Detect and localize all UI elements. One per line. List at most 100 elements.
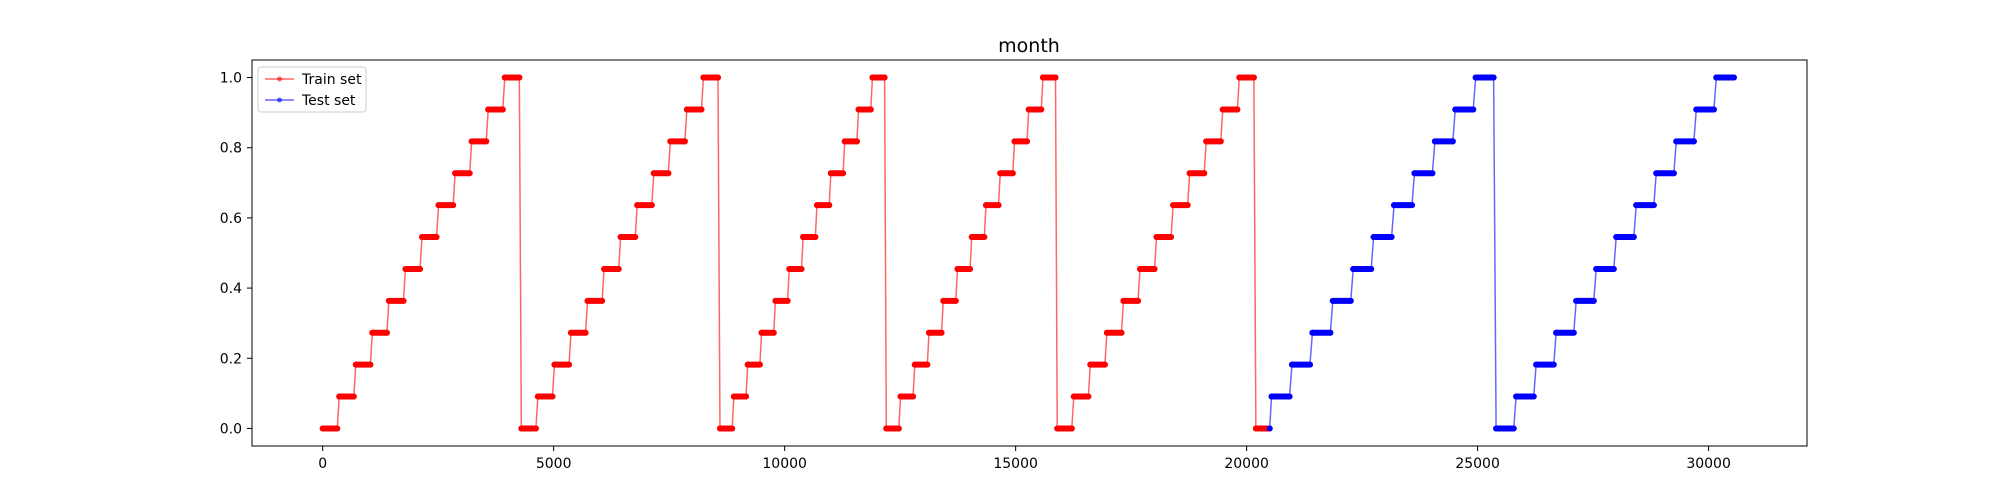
y-tick-label: 0.4 [220,281,242,297]
y-axis: 0.0 0.2 0.4 0.6 0.8 1.0 [220,71,252,437]
data-point [1219,106,1226,113]
data-point [1673,138,1680,145]
data-point [336,393,343,400]
y-tick-label: 0.8 [220,141,242,157]
data-point [1610,265,1617,272]
data-point [812,234,819,241]
data-point [1630,234,1637,241]
data-point [367,361,374,368]
data-point [700,74,707,81]
data-point [599,297,606,304]
data-point [1570,329,1577,336]
series-train-set [319,74,1273,432]
x-tick-label: 30000 [1686,456,1731,472]
data-point [1085,393,1092,400]
data-point [1268,393,1275,400]
data-point [1250,74,1257,81]
data-point [650,170,657,177]
data-point [1024,138,1031,145]
data-point [800,234,807,241]
data-point [632,234,639,241]
data-point [1054,425,1061,432]
chart-title: month [998,35,1060,57]
data-point [1533,361,1540,368]
data-point [853,138,860,145]
data-point [319,425,326,432]
data-point [549,393,556,400]
data-point [1370,234,1377,241]
data-point [433,234,440,241]
data-point [334,425,341,432]
data-point [1236,74,1243,81]
data-point [840,170,847,177]
x-tick-label: 20000 [1224,456,1269,472]
data-point [1327,329,1334,336]
data-point [1472,74,1479,81]
data-point [743,393,750,400]
data-point [1286,393,1293,400]
data-point [827,170,834,177]
data-point [895,425,902,432]
data-point [1411,170,1418,177]
data-point [1103,329,1110,336]
data-point [667,138,674,145]
x-tick-label: 0 [318,456,327,472]
data-point [1633,202,1640,209]
data-point [1590,297,1597,304]
legend-marker-train [277,76,282,82]
data-point [567,329,574,336]
data-point [1039,74,1046,81]
data-point [926,329,933,336]
data-point [584,297,591,304]
data-point [1170,202,1177,209]
data-point [617,234,624,241]
data-point [981,234,988,241]
data-point [1118,329,1125,336]
data-point [1431,138,1438,145]
data-point [566,361,573,368]
data-point [518,425,525,432]
data-point [582,329,589,336]
data-point [466,170,473,177]
data-point [1266,425,1273,432]
data-point [501,74,508,81]
data-point [1368,265,1375,272]
data-point [1186,170,1193,177]
data-point [729,425,736,432]
data-point [1201,170,1208,177]
data-point [485,106,492,113]
x-tick-label: 5000 [536,456,572,472]
data-point [867,106,874,113]
data-point [1350,265,1357,272]
data-point [1713,74,1720,81]
data-point [1153,234,1160,241]
data-point [1234,106,1241,113]
data-point [1136,265,1143,272]
data-point [1452,106,1459,113]
data-point [516,74,523,81]
data-point [758,329,765,336]
data-point [1288,361,1295,368]
data-point [1217,138,1224,145]
data-point [1306,361,1313,368]
data-point [534,393,541,400]
data-point [483,138,490,145]
data-point [940,297,947,304]
x-axis: 0 5000 10000 15000 20000 25000 30000 [318,446,1731,472]
data-point [1613,234,1620,241]
data-point [468,138,475,145]
data-point [1309,329,1316,336]
data-point [1550,361,1557,368]
data-point [1449,138,1456,145]
y-tick-label: 1.0 [220,71,242,87]
legend-label-train: Train set [301,72,362,88]
data-point [1120,297,1127,304]
data-point [683,106,690,113]
data-point [681,138,688,145]
data-point [615,265,622,272]
data-point [1510,425,1517,432]
data-point [1203,138,1210,145]
data-point [1252,425,1259,432]
x-tick-label: 15000 [993,456,1038,472]
y-tick-label: 0.6 [220,211,242,227]
